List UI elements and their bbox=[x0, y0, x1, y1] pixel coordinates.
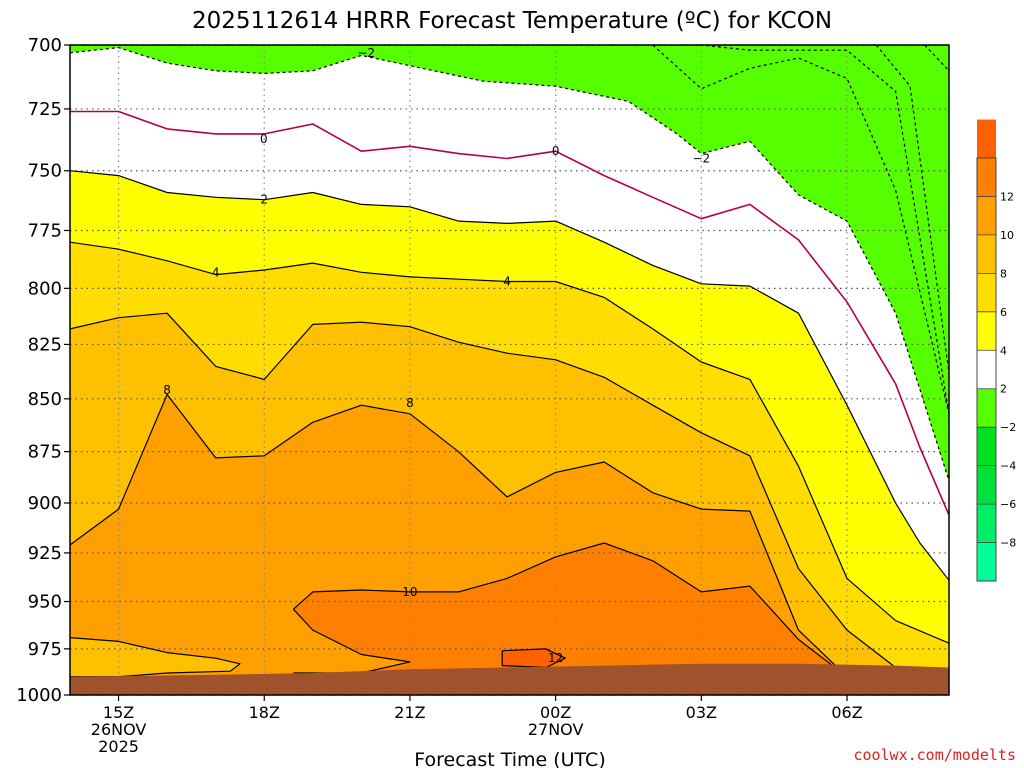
contour-label: 4 bbox=[212, 265, 220, 279]
colorbar-label: −2 bbox=[1000, 421, 1016, 434]
y-tick-label: 1000 bbox=[16, 685, 62, 706]
x-tick-label: 18Z bbox=[249, 703, 280, 722]
colorbar-segment bbox=[977, 234, 996, 274]
x-tick-label-line: 00Z bbox=[540, 703, 571, 722]
x-tick-label-line: 21Z bbox=[394, 703, 425, 722]
colorbar-label: 6 bbox=[1000, 306, 1007, 319]
x-axis: 15Z 26NOV 2025 18Z 21Z 00Z 27NOV 03Z 06Z bbox=[91, 695, 863, 756]
y-tick-label: 775 bbox=[28, 220, 62, 241]
x-tick-label-line: 18Z bbox=[249, 703, 280, 722]
plot-frame bbox=[69, 44, 950, 696]
colorbar-segment bbox=[977, 504, 996, 543]
temperature-fill-band bbox=[502, 648, 566, 668]
contour-line bbox=[70, 312, 949, 687]
contour-label: 10 bbox=[402, 585, 417, 599]
colorbar-segment bbox=[977, 542, 996, 581]
x-tick-label-line: 27NOV bbox=[528, 720, 584, 739]
contour-layer bbox=[70, 45, 949, 687]
colorbar-label: 8 bbox=[1000, 267, 1007, 280]
colorbar-label: −6 bbox=[1000, 498, 1016, 511]
x-tick-label: 15Z 26NOV 2025 bbox=[91, 703, 147, 756]
temperature-fill-band bbox=[70, 45, 949, 481]
x-tick-label-line: 26NOV bbox=[91, 720, 147, 739]
contour-line bbox=[652, 45, 949, 414]
y-tick-label: 725 bbox=[28, 99, 62, 120]
colorbar-label: 10 bbox=[1000, 229, 1014, 242]
contour-label: 0 bbox=[552, 144, 560, 158]
contour-line bbox=[70, 45, 949, 414]
temperature-fill-band bbox=[70, 637, 240, 677]
x-axis-label: Forecast Time (UTC) bbox=[414, 749, 605, 768]
colorbar-label: −4 bbox=[1000, 460, 1016, 473]
colorbar-segment bbox=[977, 158, 996, 197]
colorbar-frame bbox=[976, 157, 997, 582]
contour-label: −2 bbox=[692, 152, 710, 166]
x-tick-label: 06Z bbox=[831, 703, 862, 722]
y-tick-label: 850 bbox=[28, 389, 62, 410]
colorbar-segment bbox=[977, 388, 996, 428]
colorbar: −8 −6 −4 −2 2 4 6 8 10 12 bbox=[976, 119, 1016, 582]
plot-area: −2 −2 0 0 2 4 4 8 8 10 12 bbox=[69, 44, 950, 696]
ground-layer bbox=[70, 663, 949, 695]
x-tick-label-line: 03Z bbox=[686, 703, 717, 722]
colorbar-segment bbox=[977, 311, 996, 351]
x-tick-label: 21Z bbox=[394, 703, 425, 722]
contour-line bbox=[875, 45, 949, 373]
x-tick-label-line: 2025 bbox=[98, 737, 139, 756]
colorbar-segment bbox=[977, 273, 996, 312]
contour-line bbox=[501, 648, 566, 669]
colorbar-label: 12 bbox=[1000, 190, 1014, 203]
x-tick-label: 03Z bbox=[686, 703, 717, 722]
colorbar-segment bbox=[977, 465, 996, 505]
colorbar-segment bbox=[977, 427, 996, 466]
y-tick-label: 900 bbox=[28, 493, 62, 514]
contour-line bbox=[70, 241, 949, 644]
ground-terrain bbox=[70, 663, 949, 695]
y-axis: 700 725 750 775 800 825 850 875 900 925 950 975 1000 bbox=[16, 35, 70, 706]
colorbar-label: 2 bbox=[1000, 383, 1007, 396]
y-tick-label: 950 bbox=[28, 592, 62, 613]
contour-label: 8 bbox=[163, 383, 171, 397]
colorbar-label: −8 bbox=[1000, 537, 1016, 550]
temperature-fill-band bbox=[293, 543, 847, 681]
contour-label: −2 bbox=[357, 46, 375, 60]
fill-layer bbox=[70, 45, 949, 695]
contour-label: 4 bbox=[503, 274, 511, 288]
contour-line bbox=[70, 637, 241, 678]
y-tick-label: 975 bbox=[28, 639, 62, 660]
y-tick-label: 700 bbox=[28, 35, 62, 56]
x-tick-label-line: 06Z bbox=[831, 703, 862, 722]
contour-label: 12 bbox=[548, 651, 563, 665]
y-tick-label: 825 bbox=[28, 334, 62, 355]
contour-line bbox=[293, 542, 848, 678]
contour-label: 8 bbox=[406, 396, 414, 410]
colorbar-segment bbox=[977, 119, 996, 158]
y-tick-label: 925 bbox=[28, 543, 62, 564]
contour-label-layer: −2 −2 0 0 2 4 4 8 8 10 12 bbox=[163, 46, 710, 665]
x-tick-label-line: 15Z bbox=[103, 703, 134, 722]
contour-line bbox=[70, 393, 848, 678]
contour-label: 2 bbox=[260, 193, 268, 207]
x-tick-label: 00Z 27NOV bbox=[528, 703, 584, 739]
colorbar-segment bbox=[977, 350, 996, 389]
y-tick-label: 800 bbox=[28, 278, 62, 299]
contour-line bbox=[70, 170, 949, 581]
chart-title: 2025112614 HRRR Forecast Temperature (ºC… bbox=[192, 8, 832, 34]
colorbar-label: 4 bbox=[1000, 344, 1007, 357]
contour-line bbox=[70, 46, 949, 481]
contour-label: 0 bbox=[260, 132, 268, 146]
y-tick-label: 750 bbox=[28, 161, 62, 182]
credit-text[interactable]: coolwx.com/modelts bbox=[853, 746, 1016, 764]
contour-line bbox=[70, 110, 949, 516]
colorbar-segment bbox=[977, 196, 996, 235]
y-tick-label: 875 bbox=[28, 442, 62, 463]
